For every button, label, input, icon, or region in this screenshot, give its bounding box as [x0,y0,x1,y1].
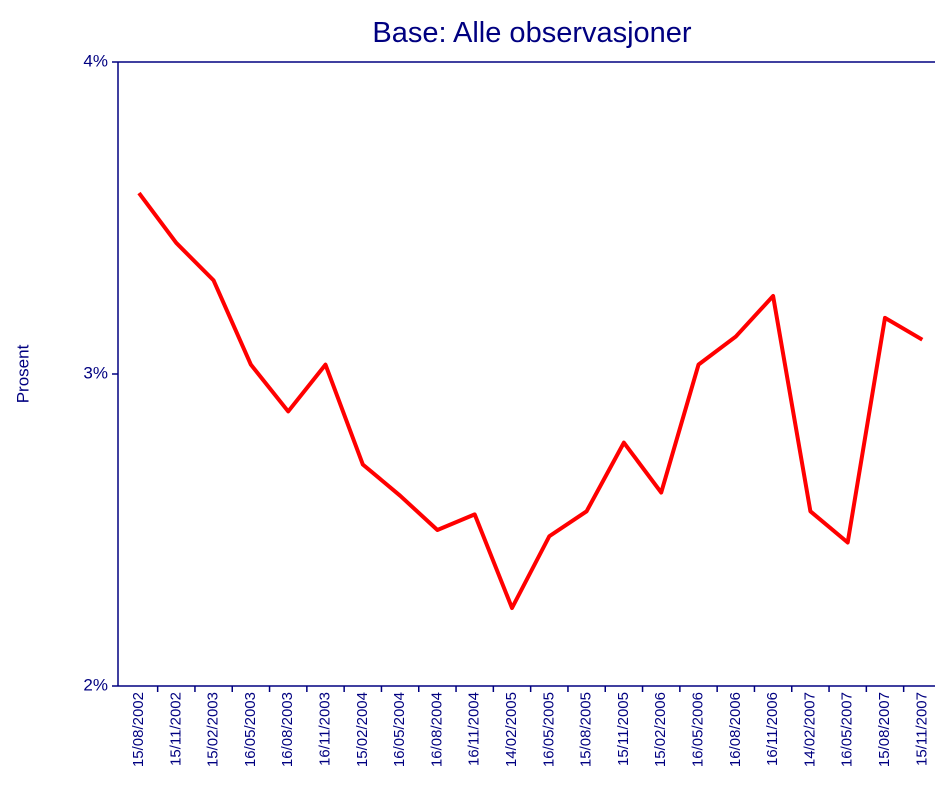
x-tick-label: 16/11/2006 [764,692,781,766]
x-tick-label: 15/08/2002 [130,692,147,767]
data-line [137,191,924,610]
x-tick-label: 14/02/2007 [801,692,818,767]
x-tick-label: 15/11/2005 [615,692,632,766]
y-tick-label: 4% [83,51,108,70]
x-tick-label: 15/11/2007 [913,692,930,766]
x-tick-label: 16/11/2004 [466,692,483,766]
x-tick-label: 15/08/2005 [578,692,595,767]
y-axis-label: Prosent [13,344,32,403]
chart-title: Base: Alle observasjoner [372,17,692,49]
x-tick-label: 16/05/2004 [391,692,408,767]
x-tick-label: 15/02/2004 [354,692,371,767]
y-tick-label: 3% [83,363,108,382]
x-tick-label: 16/05/2007 [839,692,856,767]
x-tick-label: 16/11/2003 [316,692,333,766]
x-tick-label: 15/02/2003 [205,692,222,767]
x-tick-label: 16/05/2006 [689,692,706,767]
x-tick-label: 16/08/2004 [428,692,445,767]
x-tick-label: 15/11/2002 [167,692,184,766]
x-tick-label: 16/05/2005 [540,692,557,767]
x-tick-label: 16/08/2006 [727,692,744,767]
x-tick-label: 15/08/2007 [876,692,893,767]
x-tick-label: 14/02/2005 [503,692,520,767]
x-tick-label: 16/08/2003 [279,692,296,767]
y-tick-label: 2% [83,675,108,694]
x-tick-label: 16/05/2003 [242,692,259,767]
x-tick-label: 15/02/2006 [652,692,669,767]
